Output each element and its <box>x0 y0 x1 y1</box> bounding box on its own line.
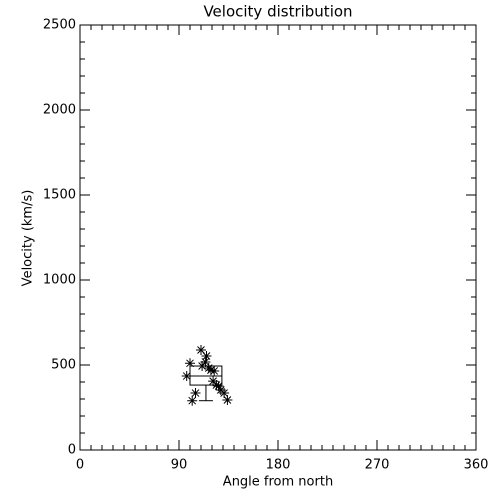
y-tick-label: 2500 <box>43 18 76 33</box>
x-tick-label: 270 <box>365 458 390 473</box>
y-tick-label: 1500 <box>43 188 76 203</box>
x-tick-label: 0 <box>76 458 84 473</box>
y-tick-label: 500 <box>51 358 76 373</box>
data-point <box>196 345 206 356</box>
data-point <box>211 380 222 391</box>
x-tick-label: 90 <box>171 458 188 473</box>
y-tick-label: 2000 <box>43 103 76 118</box>
data-point <box>205 365 216 376</box>
x-tick-label: 360 <box>464 458 489 473</box>
data-point <box>208 376 219 387</box>
data-point <box>190 388 201 399</box>
chart-title: Velocity distribution <box>203 3 352 21</box>
data-point <box>213 381 224 392</box>
data-point <box>181 371 192 382</box>
data-point <box>197 361 208 372</box>
data-point <box>219 388 230 399</box>
data-point <box>185 358 195 369</box>
data-point <box>201 350 212 361</box>
x-tick-label: 180 <box>266 458 291 473</box>
data-point <box>187 395 198 406</box>
y-tick-label: 1000 <box>43 273 76 288</box>
data-point <box>209 365 220 376</box>
data-point <box>200 356 211 367</box>
y-axis-label: Velocity (km/s) <box>21 190 36 287</box>
x-axis-label: Angle from north <box>223 475 333 490</box>
data-point <box>222 395 233 406</box>
y-tick-label: 0 <box>68 443 76 458</box>
